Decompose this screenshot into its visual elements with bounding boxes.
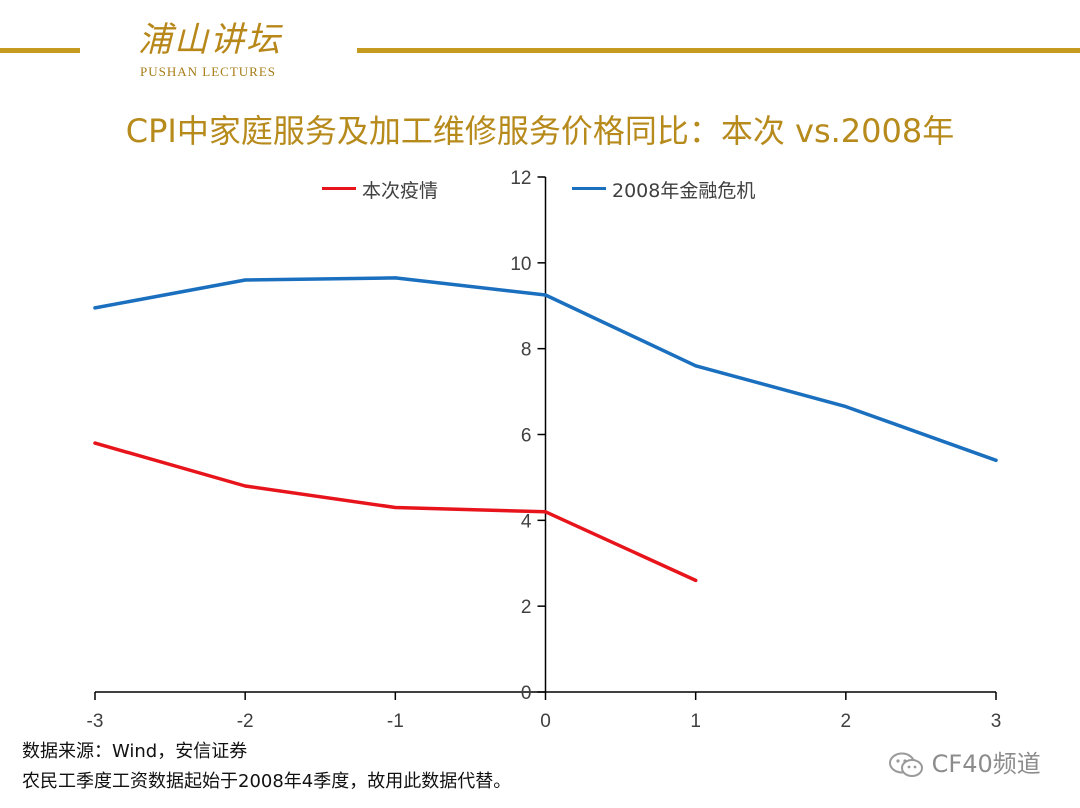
legend-label-series-1: 本次疫情	[362, 180, 439, 202]
x-tick-label: -2	[237, 711, 254, 732]
y-tick-label: 10	[510, 254, 531, 275]
y-tick-label: 2	[521, 597, 532, 618]
data-point-series-1	[694, 578, 698, 583]
legend-swatch-blue	[572, 187, 606, 190]
chart-title: CPI中家庭服务及加工维修服务价格同比：本次 vs.2008年	[125, 112, 955, 150]
wechat-icon	[889, 752, 923, 777]
x-tick-label: 2	[841, 711, 852, 732]
data-point-series-1	[393, 505, 397, 510]
data-point-series-2	[994, 458, 998, 462]
watermark-text: CF40频道	[931, 750, 1041, 778]
watermark: CF40频道	[888, 744, 1041, 779]
y-tick-label: 4	[521, 511, 532, 532]
data-source-note: 数据来源：Wind，安信证券	[22, 741, 248, 762]
y-tick-label: 8	[521, 340, 532, 361]
series-line-1	[93, 441, 698, 583]
data-point-series-1	[543, 510, 548, 514]
data-point-series-1	[93, 441, 97, 445]
x-tick-label: 0	[540, 711, 551, 732]
data-point-series-2	[694, 364, 698, 368]
y-tick-label: 12	[510, 168, 531, 189]
data-point-series-2	[243, 278, 247, 282]
logo-chinese: 浦山讲坛	[138, 20, 282, 60]
data-point-series-2	[844, 405, 848, 409]
x-tick-label: -3	[87, 711, 104, 732]
data-point-series-2	[393, 276, 397, 280]
x-tick-label: 3	[991, 711, 1002, 732]
data-point-series-2	[93, 306, 97, 310]
legend-swatch-red	[322, 187, 356, 190]
x-tick-label: -1	[387, 711, 404, 732]
y-tick-label: 0	[521, 683, 532, 704]
x-tick-label: 1	[690, 711, 701, 732]
data-point-series-2	[543, 293, 548, 297]
header-rule-left	[0, 48, 80, 53]
data-point-series-1	[243, 484, 247, 488]
data-footnote: 农民工季度工资数据起始于2008年4季度，故用此数据代替。	[22, 771, 512, 792]
logo-english: PUSHAN LECTURES	[140, 64, 276, 79]
y-tick-label: 6	[521, 426, 532, 447]
legend-label-series-2: 2008年金融危机	[612, 180, 756, 202]
header-rule-right	[357, 48, 1080, 53]
